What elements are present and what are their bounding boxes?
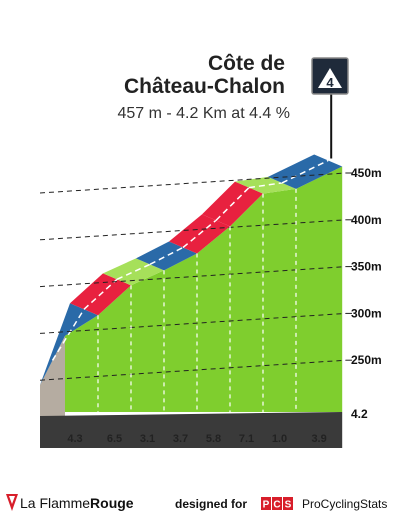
y-tick-label-450: 450m — [351, 166, 382, 180]
pcs-logo-letter: S — [285, 500, 292, 511]
y-tick-label-250: 250m — [351, 353, 382, 367]
gradient-label-2: 6.5 — [107, 433, 122, 445]
gradient-label-3: 3.1 — [140, 433, 155, 445]
la-flamme-rouge-logo-icon — [6, 494, 18, 511]
ridge-dash-4 — [149, 246, 184, 266]
pcs-logo-box — [272, 497, 282, 510]
mountain-icon — [318, 68, 342, 88]
ridge-dash-7 — [248, 182, 283, 189]
climb-subtitle: 457 m - 4.2 Km at 4.4 % — [117, 105, 290, 122]
gradient-label-1: 4.3 — [67, 433, 82, 445]
ridge-dash-6 — [215, 187, 250, 221]
distance-label-3.0: 3.0 — [254, 451, 272, 466]
distance-end-label: 4.2 — [351, 407, 368, 421]
partner-name: ProCyclingStats — [302, 497, 388, 511]
profile-terrain — [65, 166, 343, 412]
gradient-label-8: 3.9 — [311, 433, 326, 445]
climb-title-line2: Château-Chalon — [123, 75, 285, 98]
ridge-dash-8 — [281, 159, 329, 184]
distance-label-0.5: 0.5 — [89, 451, 107, 466]
pcs-logo-box — [261, 497, 271, 510]
grid-line-450 — [39, 172, 347, 194]
top-face-segment-7 — [235, 176, 296, 194]
distance-label-3.5: 3.5 — [287, 451, 305, 466]
pcs-logo-box — [283, 497, 293, 510]
ridge-dash-3 — [116, 263, 151, 281]
y-tick-label-350: 350m — [351, 260, 382, 274]
distance-label-1.5: 1.5 — [155, 451, 173, 466]
ridge-dash-1 — [51, 308, 85, 361]
distance-label-2.0: 2.0 — [188, 451, 206, 466]
gradient-label-4: 3.7 — [173, 433, 188, 445]
distance-base — [40, 412, 343, 448]
pcs-logo-letter: C — [273, 500, 280, 511]
brand-name: La FlammeRouge — [20, 495, 134, 511]
ridge-dash-5 — [182, 219, 217, 249]
y-tick-label-400: 400m — [351, 213, 382, 227]
designed-for-label: designed for — [175, 497, 248, 511]
pcs-logo-letter: P — [263, 500, 270, 511]
distance-label-2.5: 2.5 — [221, 451, 239, 466]
gradient-label-6: 7.1 — [239, 433, 254, 445]
distance-label-1.0: 1.0 — [122, 451, 140, 466]
grid-line-400 — [39, 219, 347, 241]
grid-line-350 — [39, 266, 347, 288]
grid-line-300 — [39, 312, 347, 334]
y-tick-label-300: 300m — [351, 306, 382, 320]
climb-title-line1: Côte de — [207, 52, 285, 75]
category-number: 4 — [326, 75, 334, 90]
brand-part2: Rouge — [90, 495, 134, 511]
gradient-label-5: 5.8 — [206, 433, 221, 445]
gradient-label-7: 1.0 — [272, 433, 287, 445]
brand-part1: La Flamme — [20, 495, 91, 511]
top-face-segment-1 — [40, 303, 98, 385]
grid-line-250 — [39, 359, 347, 381]
ridge-dash-2 — [83, 278, 118, 310]
